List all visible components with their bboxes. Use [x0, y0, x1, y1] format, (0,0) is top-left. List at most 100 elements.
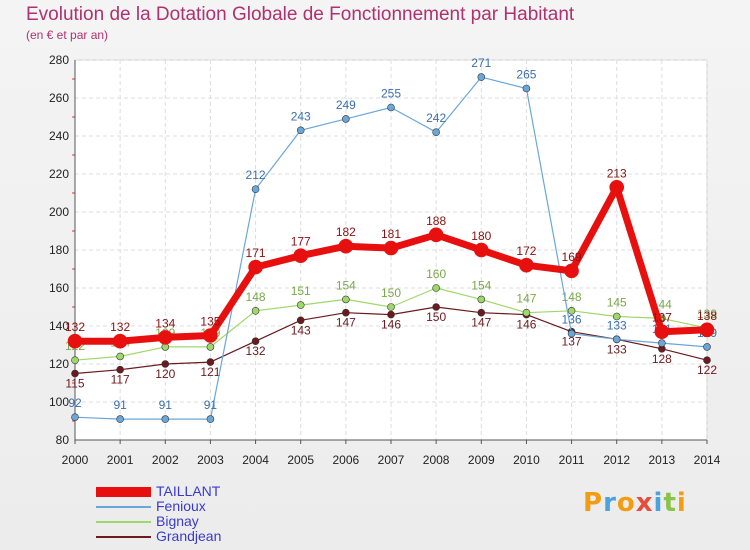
legend-label: Fenioux	[156, 498, 206, 514]
data-label: 151	[291, 284, 311, 298]
data-point	[432, 128, 440, 136]
data-point	[293, 248, 309, 263]
data-label: 91	[204, 398, 218, 412]
data-label: 132	[246, 344, 266, 358]
data-label: 154	[471, 278, 491, 292]
brand-letter: x	[635, 488, 654, 518]
brand-letter: i	[653, 488, 664, 518]
x-tick-label: 2001	[107, 453, 134, 467]
data-point	[116, 352, 124, 361]
x-tick-label: 2012	[603, 453, 630, 467]
data-label: 138	[697, 309, 717, 323]
data-label: 154	[336, 278, 356, 292]
y-tick-label: 160	[49, 281, 69, 295]
data-point	[567, 329, 576, 338]
x-tick-label: 2000	[62, 453, 89, 467]
y-tick-label: 240	[49, 129, 69, 143]
data-point	[67, 333, 83, 349]
data-label: 242	[426, 111, 446, 125]
y-tick-label: 140	[49, 319, 69, 333]
data-point	[338, 238, 354, 254]
data-label: 91	[159, 398, 173, 412]
data-point	[342, 308, 350, 317]
data-point	[654, 324, 670, 340]
data-label: 139	[697, 307, 717, 321]
x-tick-label: 2004	[242, 453, 269, 467]
data-point	[296, 316, 305, 325]
x-tick-label: 2003	[197, 453, 224, 467]
data-point	[612, 335, 621, 344]
brand-logo: Proxiti	[583, 488, 687, 518]
y-tick-label: 260	[49, 91, 69, 105]
data-point	[387, 103, 395, 112]
data-point	[519, 257, 534, 273]
legend-label: TAILLANT	[156, 483, 221, 499]
data-point	[703, 356, 711, 365]
data-label: 137	[652, 311, 672, 325]
data-label: 171	[246, 246, 266, 260]
y-tick-label: 100	[49, 395, 69, 409]
chart-subtitle: (en € et par an)	[26, 28, 109, 42]
data-label: 133	[607, 342, 627, 356]
x-tick-label: 2011	[559, 453, 585, 467]
data-label: 115	[65, 377, 84, 391]
data-point	[71, 369, 79, 378]
data-label: 160	[426, 267, 446, 281]
data-point	[703, 343, 711, 351]
data-label: 182	[336, 225, 356, 239]
data-point	[206, 358, 215, 366]
data-point	[296, 126, 305, 135]
data-label: 128	[652, 352, 672, 366]
brand-letter: o	[616, 488, 636, 518]
data-point	[473, 242, 489, 258]
data-label: 265	[516, 68, 536, 82]
data-label: 137	[562, 335, 582, 349]
data-label: 132	[65, 320, 85, 334]
data-point	[609, 180, 625, 195]
y-tick-label: 280	[49, 53, 69, 67]
data-label: 148	[562, 290, 582, 304]
legend-swatch	[96, 486, 151, 498]
x-tick-label: 2013	[649, 453, 676, 467]
data-point	[251, 337, 260, 346]
data-point	[432, 284, 440, 292]
data-point	[387, 303, 395, 311]
data-label: 148	[246, 290, 266, 304]
x-tick-label: 2010	[513, 453, 540, 467]
brand-letter: t	[663, 488, 677, 518]
data-point	[699, 322, 715, 338]
data-point	[251, 306, 260, 315]
y-tick-label: 80	[56, 433, 70, 447]
data-point	[71, 356, 79, 365]
data-label: 120	[155, 367, 175, 381]
data-label: 134	[155, 316, 175, 330]
data-label: 147	[336, 316, 356, 330]
data-label: 271	[471, 56, 491, 70]
data-point	[387, 310, 395, 319]
x-tick-label: 2002	[152, 453, 179, 467]
data-point	[203, 328, 218, 343]
x-tick-label: 2005	[287, 453, 314, 467]
legend-label: Bignay	[156, 513, 199, 529]
data-label: 121	[200, 365, 220, 379]
brand-letter: i	[676, 488, 687, 518]
series-fenioux: 9291919121224324925524227126513613313112…	[68, 56, 717, 423]
data-point	[342, 115, 350, 123]
series-taillant: 132 132 134 135 171 177 182 181 188 180 172 169 213 1…	[65, 166, 717, 349]
data-point	[206, 343, 215, 351]
y-tick-label: 220	[49, 167, 69, 181]
data-point	[116, 365, 124, 374]
x-tick-label: 2006	[333, 453, 360, 467]
data-label: 136	[562, 313, 582, 327]
data-point	[477, 73, 486, 81]
data-point	[612, 312, 621, 321]
data-point	[161, 360, 170, 368]
data-label: 133	[607, 318, 627, 332]
data-point	[522, 308, 531, 317]
y-tick-label: 120	[49, 357, 69, 371]
data-label: 169	[562, 250, 582, 264]
data-point	[658, 339, 666, 347]
data-point	[206, 415, 215, 423]
